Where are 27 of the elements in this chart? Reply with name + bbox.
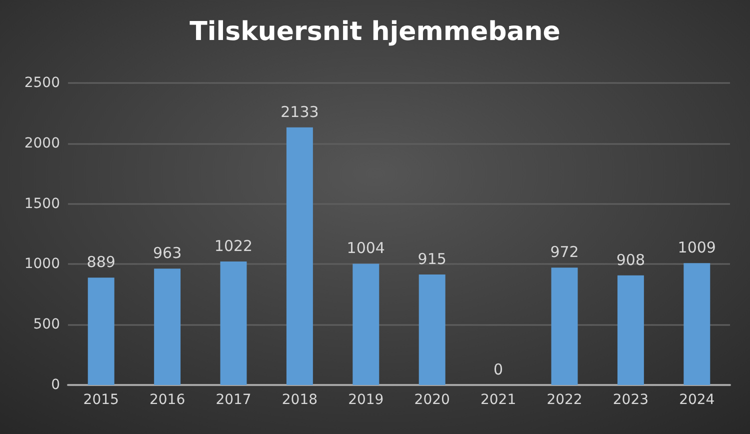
x-tick-label: 2023 bbox=[612, 392, 649, 408]
y-tick-label: 2000 bbox=[24, 135, 60, 152]
x-tick-label: 2024 bbox=[679, 392, 715, 408]
data-label: 2133 bbox=[280, 102, 319, 121]
data-label: 889 bbox=[86, 253, 116, 272]
data-label: 0 bbox=[494, 360, 504, 378]
x-tick-label: 2015 bbox=[83, 392, 119, 408]
x-tick-label: 2021 bbox=[480, 392, 516, 408]
data-label: 972 bbox=[550, 243, 579, 262]
x-tick-label: 2020 bbox=[414, 392, 450, 408]
x-tick-label: 2016 bbox=[149, 392, 186, 408]
data-label: 1009 bbox=[678, 238, 716, 257]
data-label: 915 bbox=[418, 250, 446, 268]
y-tick-label: 2500 bbox=[24, 75, 60, 91]
x-tick-label: 2019 bbox=[348, 392, 384, 408]
data-label: 963 bbox=[152, 244, 182, 262]
data-label: 908 bbox=[616, 250, 646, 269]
chart-title: Tilskuersnit hjemmebane bbox=[190, 17, 560, 47]
data-label: 1022 bbox=[214, 237, 253, 256]
x-tick-label: 2018 bbox=[282, 392, 318, 408]
data-label: 1004 bbox=[346, 239, 385, 258]
y-tick-label: 0 bbox=[51, 377, 60, 393]
x-tick-label: 2017 bbox=[216, 392, 252, 408]
y-tick-label: 1000 bbox=[24, 256, 60, 272]
x-tick-label: 2022 bbox=[546, 392, 582, 408]
y-tick-label: 500 bbox=[33, 316, 60, 333]
y-tick-label: 1500 bbox=[24, 196, 60, 212]
